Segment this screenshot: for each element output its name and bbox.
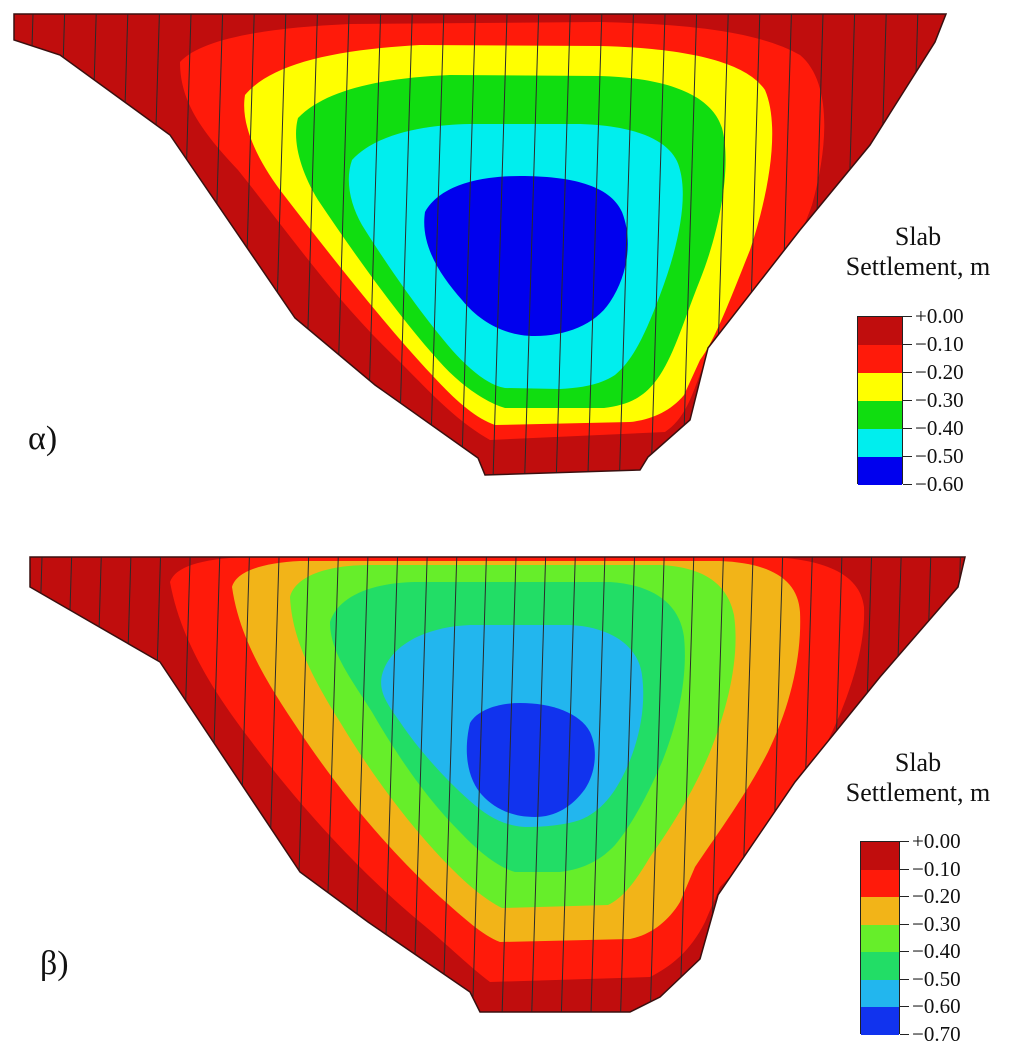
slab-settlement-contour-beta [29,556,966,1013]
legend-title-line1: Slab [894,222,942,251]
legend-tick-mark [903,428,912,429]
slab-joint-line [650,14,666,475]
legend-swatch [861,869,899,897]
legend-tick-mark [903,456,912,457]
legend-tick-label: −0.40 [915,416,964,440]
legend-title-line2: Settlement, m [845,252,991,281]
legend-title-beta: Slab Settlement, m [818,748,1018,808]
legend-tick-label: +0.00 [915,304,964,328]
panel-alpha: α) Slab Settlement, m +0.00 −0.10 −0.20 −0.… [13,13,1018,496]
legend-tick-mark [903,344,912,345]
legend-tick-label: −0.60 [915,472,964,496]
contour-band-5 [424,176,628,336]
legend-swatch [858,345,902,373]
slab-joint-line [442,557,458,1012]
slab-joint-line [460,14,476,475]
legend-swatch [861,1007,899,1035]
legend-tick-label: −0.30 [915,388,964,412]
legend-tick-mark [903,400,912,401]
legend-tick-label: −0.50 [912,966,961,991]
slab-joint-line [587,14,603,475]
legend-swatch [858,317,902,345]
legend-title-alpha: Slab Settlement, m [818,222,1018,282]
slab-joint-line [524,14,540,475]
legend-tick-label: +0.00 [912,829,961,853]
slab-joint-line [682,14,698,475]
legend-tick-label: −0.60 [912,994,961,1018]
legend-tick-mark [900,923,909,925]
legend-tick-mark [900,896,909,897]
slab-outline [13,13,948,476]
legend-tick-label: −0.50 [915,444,964,468]
legend-tick-mark [900,1006,909,1007]
panel-beta: β) Slab Settlement, m +0.00 −0.10 −0.20 −0.… [0,527,1024,1054]
slab-joint-line [679,557,695,1012]
legend-title-line1: Slab [894,748,942,777]
legend-tick-mark [903,372,912,373]
legend-tick-label: −0.10 [912,856,961,881]
legend-tick-mark [903,316,912,317]
panel-label-beta: β) [40,945,69,982]
panel-label-alpha: α) [28,420,58,457]
legend-tick-label: −0.70 [912,1021,961,1046]
legend-swatch [861,842,899,870]
legend-tick-label: −0.20 [915,360,964,384]
legend-tick-label: −0.40 [912,939,961,963]
slab-outline [29,556,966,1013]
legend-swatch [861,924,899,952]
slab-joint-line [560,557,576,1012]
slab-settlement-contour-alpha [13,13,948,476]
slab-joint-line [649,557,665,1012]
legend-tick-mark [900,841,909,842]
legend-swatch [858,373,902,401]
slab-joint-line [501,557,517,1012]
contour-band-6 [466,703,595,817]
slab-joint-line [620,557,635,1012]
slab-joint-line [618,14,634,475]
legend-color-bar [860,841,900,1035]
slab-joint-line [492,14,508,475]
slab-joint-line [412,557,428,1012]
legend-tick-label: −0.30 [912,911,961,936]
legend-swatch [858,429,902,457]
slab-joint-line [81,14,97,475]
slab-joint-line [531,557,547,1012]
slab-joint-line [590,557,606,1012]
slab-joint-line [471,557,487,1012]
contour-bands [14,14,946,475]
legend-tick-label: −0.20 [912,884,961,908]
legend-tick-mark [900,1033,909,1035]
slab-joint-line [86,557,102,1012]
legend-swatch [858,457,902,485]
legend-tick-mark [903,484,912,485]
slab-joint-line [18,14,34,475]
legend-tick-mark [900,978,909,980]
contour-bands [30,557,965,1012]
legend-tick-mark [900,951,909,952]
legend-tick-label: −0.10 [915,332,964,356]
legend-swatch [861,979,899,1007]
slab-joint-line [429,14,445,475]
legend-swatch [858,401,902,429]
slab-joint-line [50,14,66,475]
legend-swatch [861,897,899,925]
legend-title-line2: Settlement, m [845,778,991,807]
legend-color-bar [857,316,903,485]
legend-tick-mark [900,868,909,870]
legend-swatch [861,952,899,980]
slab-joint-line [555,14,571,475]
